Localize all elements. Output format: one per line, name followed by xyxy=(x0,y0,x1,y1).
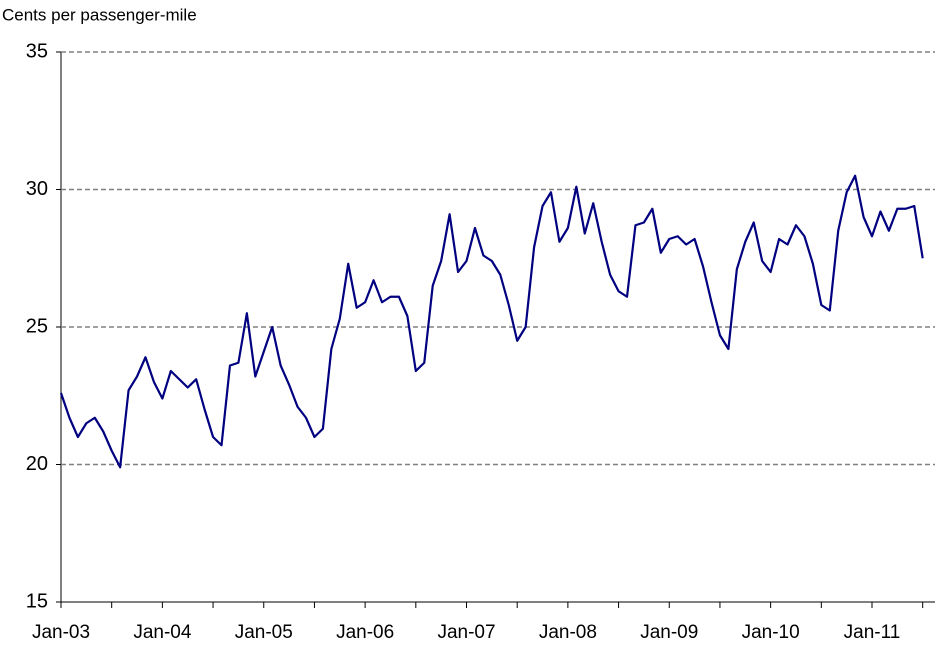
x-tick-label: Jan-03 xyxy=(32,622,90,643)
x-tick-label: Jan-07 xyxy=(437,622,495,643)
x-tick-label: Jan-11 xyxy=(844,622,901,643)
x-tick-label: Jan-05 xyxy=(235,622,293,643)
y-axis-label: Cents per passenger-mile xyxy=(2,5,197,24)
y-tick-label: 35 xyxy=(26,40,48,62)
x-tick-label: Jan-10 xyxy=(742,622,800,643)
x-tick-label: Jan-08 xyxy=(539,622,597,643)
y-tick-label: 15 xyxy=(26,590,48,612)
x-tick-label: Jan-04 xyxy=(133,622,192,643)
data-line xyxy=(59,174,924,469)
x-tick-label: Jan-09 xyxy=(640,622,698,643)
y-tick-label: 20 xyxy=(26,453,48,475)
x-tick-label: Jan-06 xyxy=(336,622,394,643)
y-tick-label: 25 xyxy=(26,315,48,337)
y-tick-label: 30 xyxy=(26,178,48,200)
